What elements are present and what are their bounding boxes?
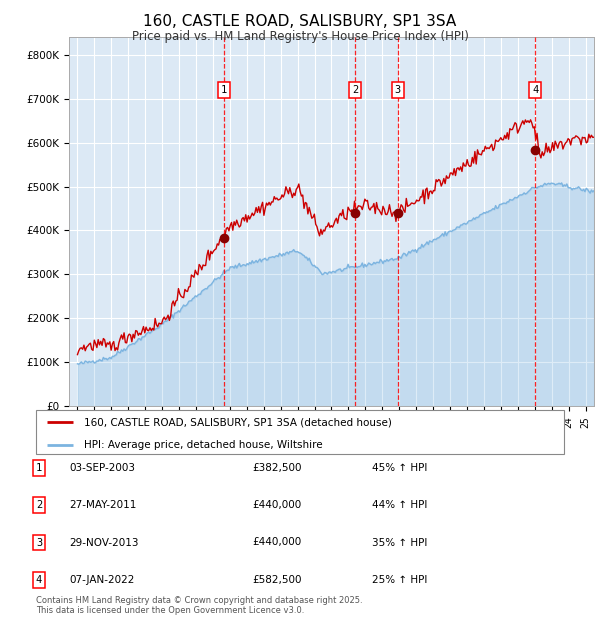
Text: Contains HM Land Registry data © Crown copyright and database right 2025.
This d: Contains HM Land Registry data © Crown c…: [36, 596, 362, 615]
Text: 4: 4: [532, 85, 538, 95]
Text: 1: 1: [221, 85, 227, 95]
Text: HPI: Average price, detached house, Wiltshire: HPI: Average price, detached house, Wilt…: [83, 440, 322, 450]
Text: 3: 3: [395, 85, 401, 95]
FancyBboxPatch shape: [36, 410, 564, 454]
Text: £440,000: £440,000: [252, 538, 301, 547]
Text: 3: 3: [36, 538, 42, 547]
Text: 44% ↑ HPI: 44% ↑ HPI: [372, 500, 427, 510]
Text: £440,000: £440,000: [252, 500, 301, 510]
Text: 29-NOV-2013: 29-NOV-2013: [69, 538, 139, 547]
Text: 1: 1: [36, 463, 42, 473]
Text: 35% ↑ HPI: 35% ↑ HPI: [372, 538, 427, 547]
Text: 45% ↑ HPI: 45% ↑ HPI: [372, 463, 427, 473]
Text: 25% ↑ HPI: 25% ↑ HPI: [372, 575, 427, 585]
Text: £582,500: £582,500: [252, 575, 302, 585]
Text: £382,500: £382,500: [252, 463, 302, 473]
Text: Price paid vs. HM Land Registry's House Price Index (HPI): Price paid vs. HM Land Registry's House …: [131, 30, 469, 43]
Text: 160, CASTLE ROAD, SALISBURY, SP1 3SA (detached house): 160, CASTLE ROAD, SALISBURY, SP1 3SA (de…: [83, 417, 391, 427]
Text: 160, CASTLE ROAD, SALISBURY, SP1 3SA: 160, CASTLE ROAD, SALISBURY, SP1 3SA: [143, 14, 457, 29]
Text: 03-SEP-2003: 03-SEP-2003: [69, 463, 135, 473]
Text: 4: 4: [36, 575, 42, 585]
Text: 27-MAY-2011: 27-MAY-2011: [69, 500, 136, 510]
Text: 2: 2: [36, 500, 42, 510]
Text: 2: 2: [352, 85, 358, 95]
Text: 07-JAN-2022: 07-JAN-2022: [69, 575, 134, 585]
